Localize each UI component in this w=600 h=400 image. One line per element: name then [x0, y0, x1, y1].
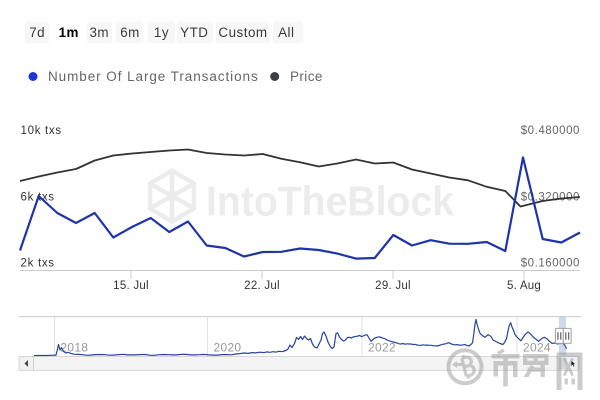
svg-text:7d: 7d [29, 25, 45, 40]
svg-text:YTD: YTD [180, 25, 208, 40]
svg-text:2k txs: 2k txs [21, 258, 55, 270]
svg-text:2022: 2022 [368, 341, 396, 355]
svg-text:$0.160000: $0.160000 [521, 258, 580, 270]
svg-text:1y: 1y [154, 25, 169, 40]
svg-text:2020: 2020 [214, 341, 242, 355]
svg-text:Price: Price [290, 69, 323, 84]
svg-text:5. Aug: 5. Aug [507, 280, 541, 292]
svg-text:All: All [278, 25, 294, 40]
svg-text:$0.320000: $0.320000 [521, 192, 580, 204]
svg-text:15. Jul: 15. Jul [113, 280, 149, 292]
svg-text:1m: 1m [59, 25, 79, 40]
svg-text:10k txs: 10k txs [21, 125, 62, 137]
svg-text:3m: 3m [89, 25, 109, 40]
svg-text:2018: 2018 [60, 341, 88, 355]
svg-text:2024: 2024 [523, 341, 551, 355]
svg-text:$0.480000: $0.480000 [521, 125, 580, 137]
svg-text:IntoTheBlock: IntoTheBlock [206, 178, 455, 225]
svg-text:22. Jul: 22. Jul [244, 280, 280, 292]
svg-text:Custom: Custom [218, 25, 267, 40]
svg-text:29. Jul: 29. Jul [375, 280, 411, 292]
svg-text:Number Of Large Transactions: Number Of Large Transactions [48, 69, 259, 84]
svg-text:6m: 6m [120, 25, 140, 40]
